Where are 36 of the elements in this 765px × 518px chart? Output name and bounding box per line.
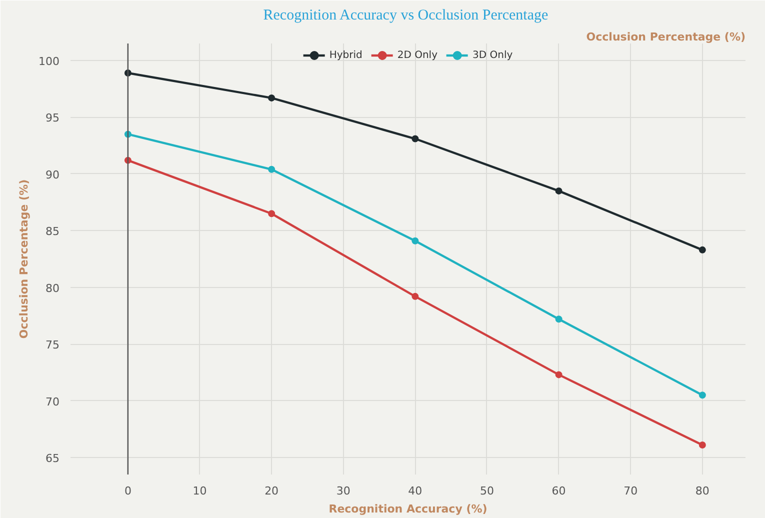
point — [268, 166, 276, 173]
x-tick-label: 30 — [336, 484, 350, 498]
legend-label: Hybrid — [329, 50, 362, 60]
annotation: Occlusion Percentage (%) — [586, 30, 746, 44]
point — [698, 246, 706, 254]
x-tick-label: 0 — [124, 484, 132, 498]
y-tick-label: 80 — [46, 282, 60, 295]
y-tick-label: 90 — [46, 168, 60, 182]
y-tick-label: 65 — [46, 452, 60, 465]
x-axis-title: Recognition Accuracy (%) — [328, 502, 488, 516]
y-axis-title: Occlusion Percentage (%) — [18, 179, 31, 339]
point — [698, 442, 706, 449]
y-tick-label: 100 — [38, 55, 60, 68]
x-tick-label: 80 — [695, 484, 710, 498]
point — [268, 94, 276, 102]
x-tick-label: 20 — [264, 484, 279, 498]
x-tick-label: 50 — [480, 484, 494, 498]
point — [555, 371, 562, 378]
point — [412, 292, 419, 300]
y-tick-label: 85 — [46, 225, 60, 238]
x-tick-label: 10 — [192, 484, 207, 498]
x-tick-label: 70 — [624, 484, 638, 498]
point — [555, 187, 562, 194]
point — [412, 135, 419, 142]
point — [555, 316, 562, 323]
y-tick-label: 70 — [46, 395, 60, 408]
point — [412, 237, 419, 244]
point — [698, 392, 706, 399]
point — [268, 210, 276, 218]
x-tick-label: 60 — [552, 484, 566, 498]
legend-label: 3D Only — [472, 50, 513, 60]
x-tick-label: 40 — [408, 484, 422, 498]
y-tick-label: 95 — [46, 112, 60, 125]
chart-title: Recognition Accuracy vs Occlusion Percentage — [263, 8, 549, 24]
y-tick-label: 75 — [46, 338, 60, 352]
legend-label: 2D Only — [397, 50, 438, 60]
